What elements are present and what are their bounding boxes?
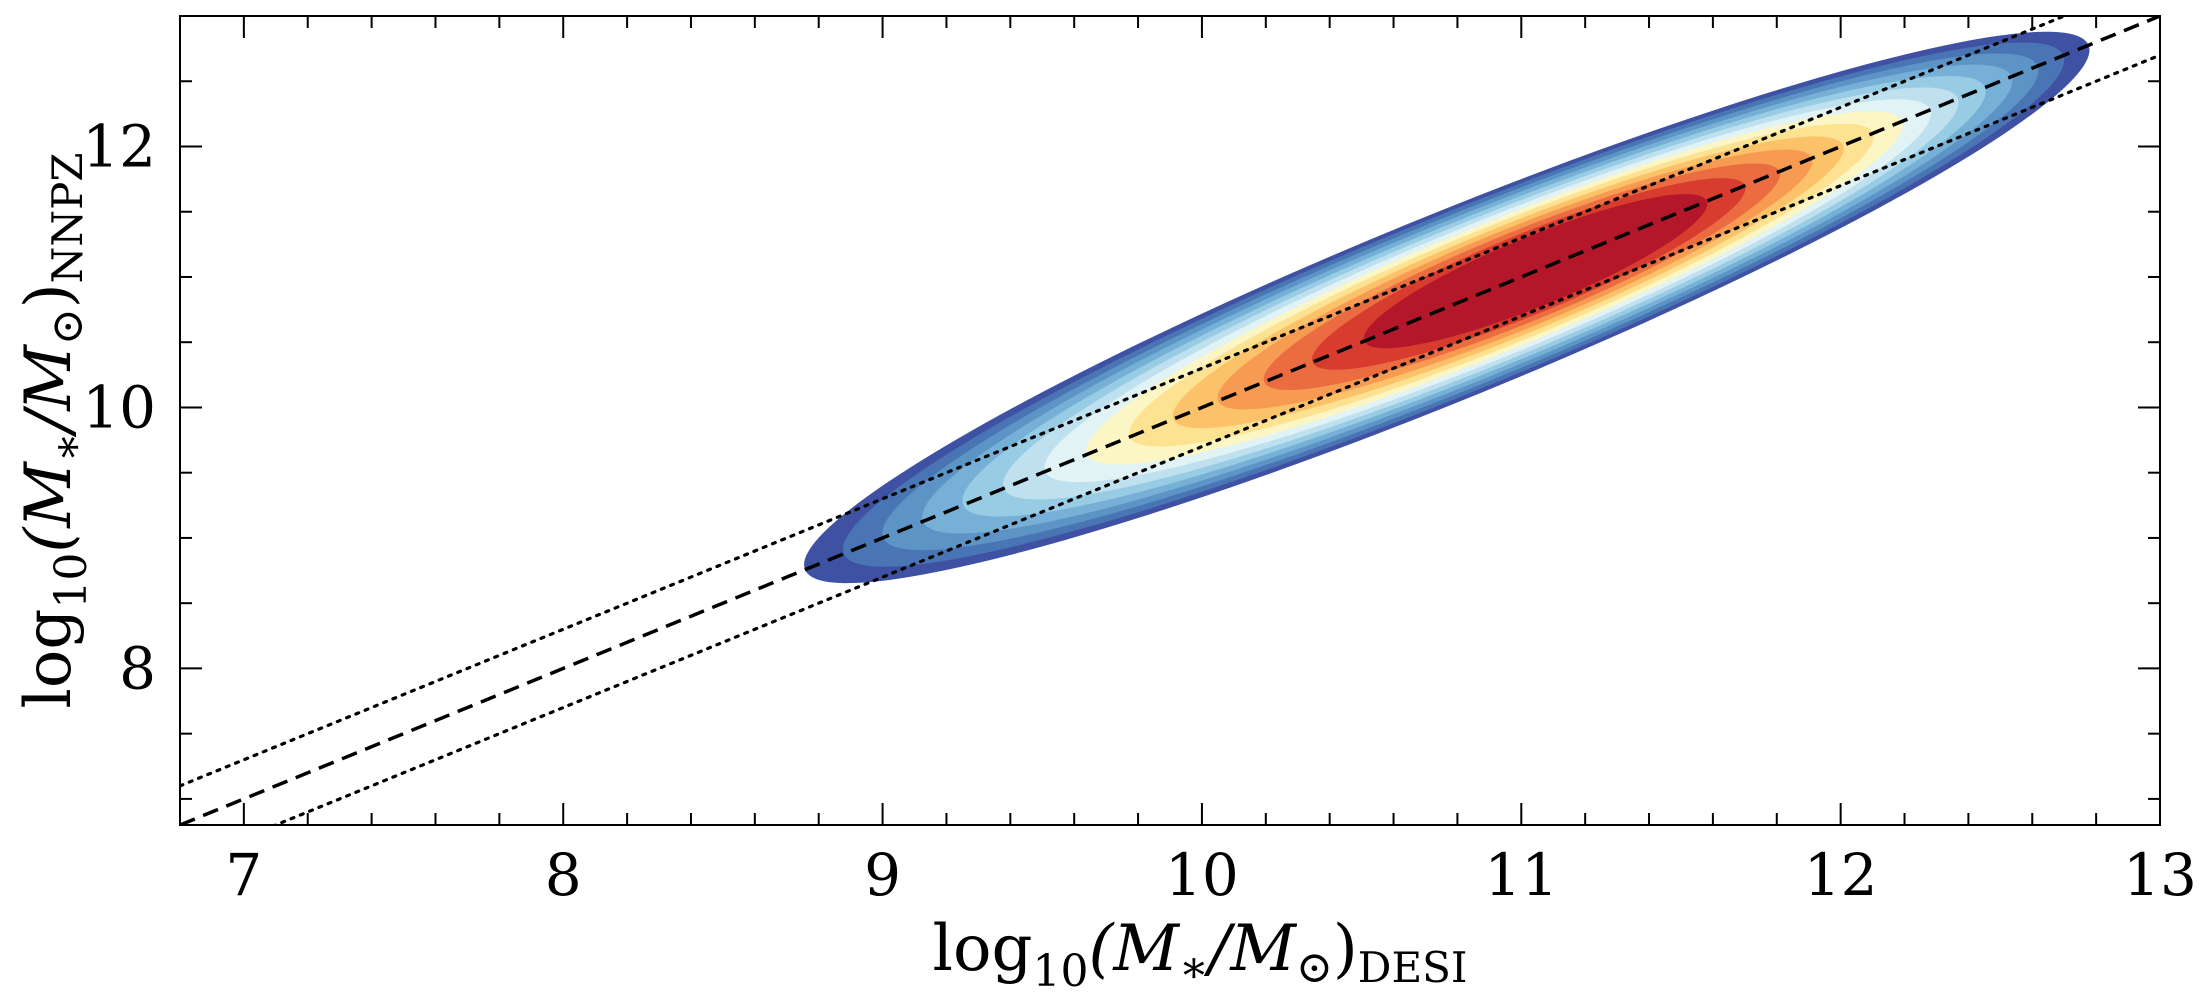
- axis-tick-labels: 7 8 9 10 11 12 13 8 10 12: [82, 112, 2197, 909]
- x-tick-label: 9: [864, 841, 901, 909]
- x-label-star: ∗: [1179, 942, 1209, 993]
- y-label-log: log: [12, 609, 86, 709]
- x-label-expression: (M: [1088, 912, 1180, 986]
- reference-lines: [180, 16, 2160, 825]
- x-tick-label: 10: [1165, 841, 1239, 909]
- density-contours: [804, 31, 2090, 584]
- y-label-slash: /M: [12, 344, 86, 439]
- y-label-log-subscript: 10: [46, 553, 97, 609]
- offset-line-2: [271, 53, 2160, 825]
- y-label-star: ∗: [42, 432, 93, 462]
- x-tick-label: 8: [545, 841, 582, 909]
- y-label-close: ): [12, 283, 86, 308]
- x-label-log-subscript: 10: [1032, 946, 1088, 997]
- y-tick-label: 10: [82, 373, 156, 441]
- x-label-sun: ⊙: [1296, 942, 1333, 993]
- y-tick-label: 8: [119, 634, 156, 702]
- x-tick-label: 7: [225, 841, 262, 909]
- y-tick-label: 12: [82, 112, 156, 180]
- one-to-one-line: [180, 16, 2160, 825]
- x-tick-label: 13: [2123, 841, 2197, 909]
- axis-ticks: [179, 15, 2161, 825]
- x-label-slash: /M: [1203, 912, 1298, 986]
- y-label-expression: (M: [12, 461, 86, 553]
- x-tick-label: 12: [1804, 841, 1878, 909]
- x-label-log: log: [932, 912, 1032, 986]
- x-label-subscript: DESI: [1358, 943, 1468, 992]
- offset-line-1: [180, 16, 2069, 788]
- y-axis-label: log10(M∗/M⊙)NNPZ: [12, 152, 97, 708]
- plot-frame: [179, 15, 2161, 826]
- x-tick-label: 11: [1484, 841, 1558, 909]
- y-label-subscript: NNPZ: [43, 152, 92, 283]
- x-label-close: ): [1333, 912, 1358, 986]
- x-axis-label: log10(M∗/M⊙)DESI: [932, 912, 1467, 997]
- y-label-sun: ⊙: [42, 308, 93, 345]
